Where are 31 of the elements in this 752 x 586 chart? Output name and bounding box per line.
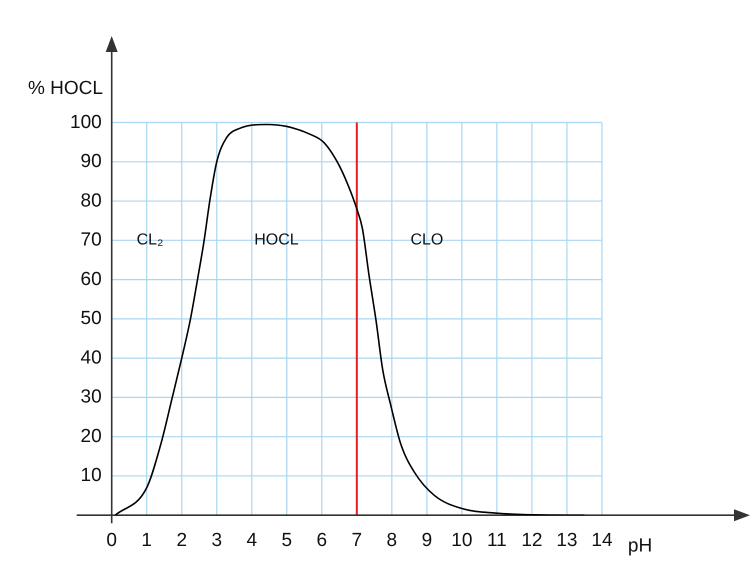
x-tick-label: 7	[352, 530, 362, 551]
y-tick-label: 70	[80, 230, 102, 251]
x-tick-label: 8	[386, 530, 398, 551]
x-tick-label: 11	[487, 530, 507, 551]
x-tick-label: 5	[281, 530, 292, 551]
x-tick-label: 1	[141, 530, 152, 551]
annotation: HOCL	[254, 232, 299, 249]
line-series	[114, 124, 586, 516]
y-axis-title: % HOCL	[28, 78, 103, 100]
y-tick-label: 30	[80, 386, 102, 408]
x-tick-label: 13	[556, 530, 578, 551]
annotation: CLO	[410, 232, 444, 249]
x-tick-label: 0	[106, 530, 117, 551]
y-tick-label: 100	[70, 112, 102, 133]
x-tick-label: 6	[316, 530, 328, 551]
x-tick-label: 12	[521, 530, 542, 551]
y-tick-label: 80	[80, 190, 102, 212]
y-tick-label: 90	[80, 151, 102, 172]
x-tick-label: 14	[591, 530, 613, 551]
y-tick-label: 50	[80, 308, 102, 330]
y-tick-label: 20	[80, 426, 102, 447]
annotation: CL₂	[136, 232, 164, 249]
x-tick-label: 9	[422, 530, 432, 551]
y-tick-label: 40	[80, 347, 102, 368]
x-tick-label: 2	[176, 530, 188, 551]
x-tick-label: 4	[246, 530, 258, 551]
x-axis-title: pH	[628, 535, 652, 556]
y-tick-label: 60	[80, 268, 102, 290]
x-tick-label: 3	[211, 530, 222, 551]
x-tick-label: 10	[451, 530, 472, 551]
y-tick-label: 10	[80, 465, 102, 486]
